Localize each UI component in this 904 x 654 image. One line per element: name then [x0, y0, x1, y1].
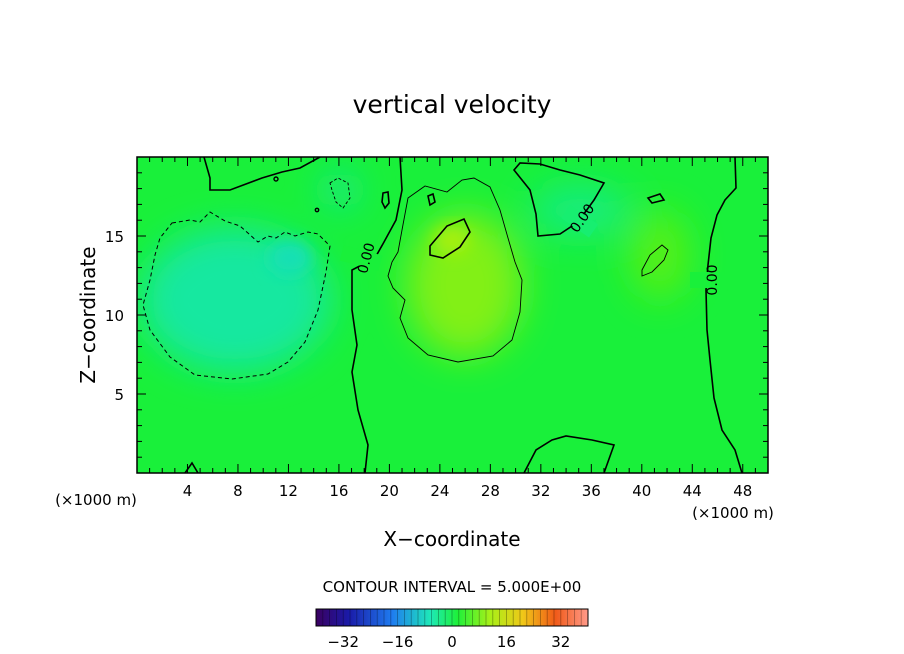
contour-zero-mid [351, 157, 403, 473]
contour-pos-inner [387, 177, 523, 363]
colorbar-tick-label: 0 [447, 633, 457, 651]
x-unit-left: (×1000 m) [55, 491, 137, 509]
contour-labels: 0.00 0.00 0.00 [339, 201, 724, 296]
plot-area: 0.00 0.00 0.00 [137, 157, 768, 473]
colorbar-tick-label: 32 [551, 633, 570, 651]
y-tick-label: 10 [105, 307, 124, 325]
contour-zero-small-b [427, 192, 436, 207]
weak-down-topright-shade [530, 185, 630, 235]
y-axis-tick-labels: 5 10 15 [105, 228, 124, 404]
x-tick-label: 40 [632, 482, 651, 500]
x-tick-label: 36 [582, 482, 601, 500]
contour-neg-small [329, 177, 351, 209]
y-axis-ticks [137, 172, 768, 458]
weak-up-right-shade [630, 210, 690, 300]
x-tick-label: 24 [430, 482, 449, 500]
contour-pos-right [641, 244, 669, 277]
colorbar-tick-label: −16 [382, 633, 414, 651]
contour-zero-bottom [523, 435, 616, 473]
colorbar-gradient [315, 608, 589, 627]
x-tick-label: 12 [279, 482, 298, 500]
x-unit-right: (×1000 m) [692, 504, 774, 522]
y-tick-label: 15 [105, 228, 124, 246]
y-tick-label: 5 [114, 386, 124, 404]
contour-interval-text: CONTOUR INTERVAL = 5.000E+00 [323, 578, 582, 596]
contour-zero-small-c [646, 193, 666, 204]
colorbar: −32 −16 0 16 32 [315, 608, 589, 651]
contour-zero-right [705, 157, 743, 473]
x-tick-label: 8 [233, 482, 243, 500]
y-axis-label: Z−coordinate [76, 246, 100, 383]
contour-pos-core [429, 217, 471, 259]
colorbar-segments [322, 609, 582, 626]
downdraft-core-shade [268, 240, 312, 276]
colorbar-tick-label: 16 [497, 633, 516, 651]
colorbar-tick-label: −32 [327, 633, 359, 651]
colorbar-tick-labels: −32 −16 0 16 32 [327, 633, 570, 651]
contour-zero-topright [512, 162, 606, 237]
chart-title: vertical velocity [353, 90, 552, 119]
x-axis-label: X−coordinate [383, 527, 520, 551]
downdraft-top-shade [324, 172, 356, 208]
x-tick-label: 48 [733, 482, 752, 500]
x-axis-ticks [149, 157, 756, 473]
x-tick-label: 28 [481, 482, 500, 500]
contour-zero-dot-a [273, 176, 279, 182]
contour-zero-small-a [381, 191, 390, 210]
x-tick-label: 20 [380, 482, 399, 500]
contour-label-right: 0.00 [705, 264, 721, 295]
x-axis-tick-labels: 4 8 12 16 20 24 28 32 36 40 44 48 [183, 482, 753, 500]
x-tick-label: 44 [683, 482, 702, 500]
contour-label-mid: 0.00 [355, 241, 379, 275]
x-tick-label: 16 [329, 482, 348, 500]
contour-zero-left-top [203, 157, 321, 191]
contour-lines [142, 157, 743, 473]
x-tick-label: 32 [531, 482, 550, 500]
updraft-center-shade [407, 213, 523, 357]
contour-zero-dot-b [314, 207, 320, 213]
x-tick-label: 4 [183, 482, 193, 500]
updraft-core-shade [434, 226, 470, 254]
